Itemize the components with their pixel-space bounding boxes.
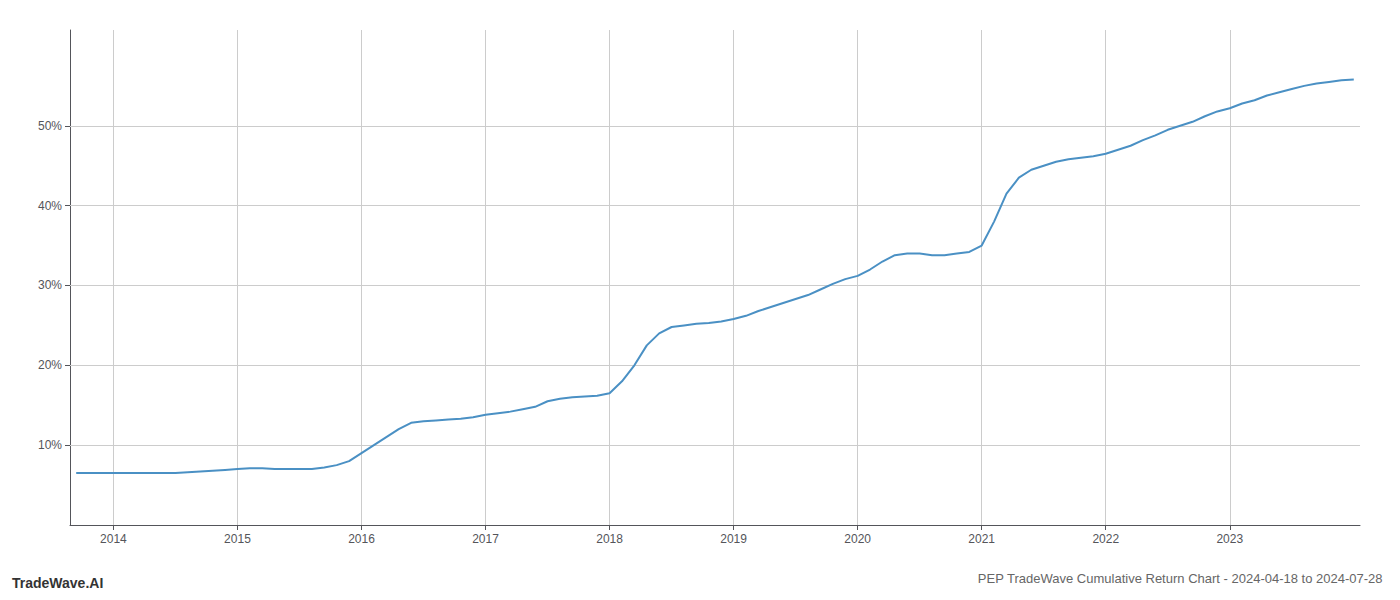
svg-text:2023: 2023	[1216, 532, 1243, 546]
svg-text:2019: 2019	[720, 532, 747, 546]
svg-text:2016: 2016	[348, 532, 375, 546]
svg-text:2017: 2017	[472, 532, 499, 546]
svg-text:2021: 2021	[968, 532, 995, 546]
svg-text:2020: 2020	[844, 532, 871, 546]
svg-text:30%: 30%	[38, 278, 62, 292]
svg-text:2022: 2022	[1092, 532, 1119, 546]
svg-text:40%: 40%	[38, 199, 62, 213]
svg-text:2014: 2014	[100, 532, 127, 546]
svg-text:TradeWave.AI: TradeWave.AI	[12, 575, 103, 591]
svg-text:2018: 2018	[596, 532, 623, 546]
svg-text:50%: 50%	[38, 119, 62, 133]
svg-text:2015: 2015	[224, 532, 251, 546]
svg-text:10%: 10%	[38, 438, 62, 452]
svg-text:PEP TradeWave Cumulative Retur: PEP TradeWave Cumulative Return Chart - …	[978, 571, 1383, 586]
svg-text:20%: 20%	[38, 358, 62, 372]
